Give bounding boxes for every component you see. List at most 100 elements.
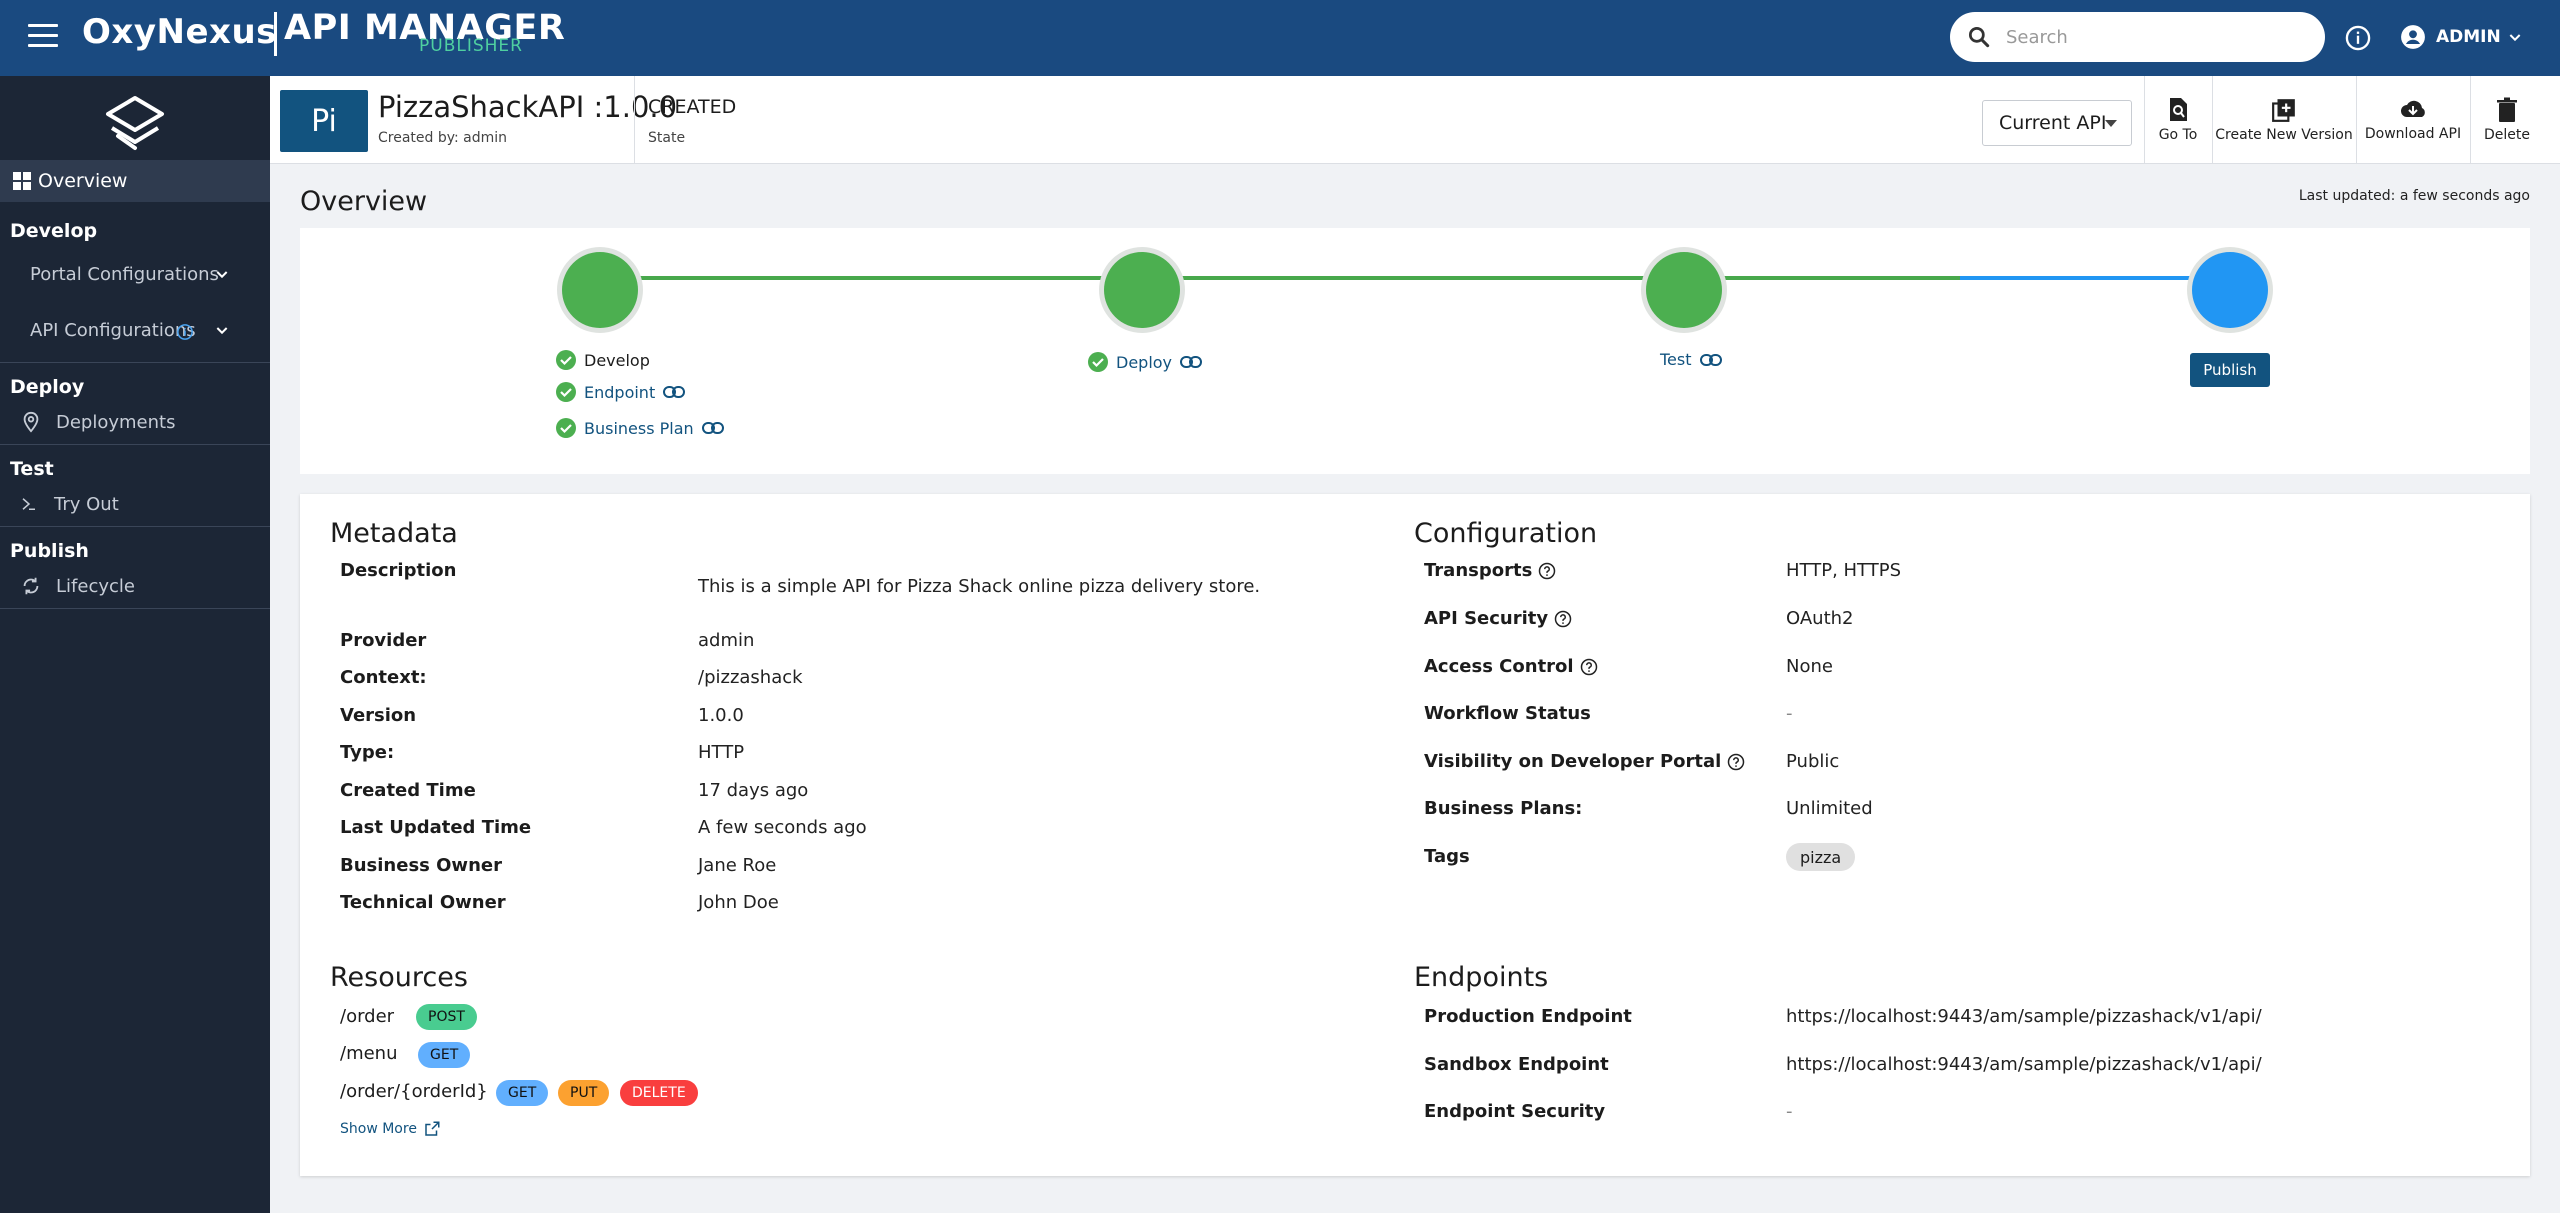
resource-path: /order/{orderId} (340, 1081, 488, 1102)
config-value: None (1786, 656, 1833, 677)
config-key: Workflow Status (1424, 703, 1591, 724)
configuration-title: Configuration (1414, 518, 1598, 549)
help-icon[interactable] (1727, 753, 1745, 771)
step-deploy[interactable]: Deploy (1088, 352, 1203, 372)
metadata-key: Technical Owner (340, 892, 506, 913)
metadata-key: Created Time (340, 780, 476, 801)
help-icon[interactable] (1554, 610, 1572, 628)
step-label: Develop (584, 350, 650, 370)
sidebar-divider (0, 608, 270, 609)
step-test[interactable]: Test (1660, 350, 1722, 369)
sidebar-divider (0, 444, 270, 445)
sidebar-item-try-out[interactable]: Try Out (0, 486, 270, 522)
create-new-version-button[interactable]: Create New Version (2214, 76, 2354, 164)
deploy-link[interactable]: Deploy (1116, 352, 1173, 372)
api-state-label: State (648, 130, 686, 146)
step-endpoint[interactable]: Endpoint (556, 382, 686, 402)
open-in-new-icon (425, 1121, 440, 1136)
top-app-bar: OxyNexus API MANAGER PUBLISHER ADMIN (0, 0, 2560, 76)
progress-connector (1960, 276, 2210, 280)
config-key-label: Transports (1424, 560, 1533, 581)
link-icon[interactable] (1699, 353, 1722, 367)
metadata-title: Metadata (330, 518, 458, 549)
endpoint-key: Endpoint Security (1424, 1101, 1606, 1122)
action-label: Download API (2364, 126, 2462, 142)
metadata-value: HTTP (698, 742, 745, 763)
show-more-link[interactable]: Show More (340, 1120, 441, 1138)
divider (2356, 76, 2357, 164)
endpoint-value: - (1786, 1101, 1793, 1122)
sync-icon (23, 577, 39, 595)
sidebar-item-label: API Configurations (30, 319, 196, 341)
search-icon (1968, 26, 1990, 48)
go-to-button[interactable]: Go To (2146, 76, 2210, 164)
search-input[interactable] (2006, 22, 2306, 52)
method-badge-get: GET (418, 1042, 471, 1068)
step-develop-label: Develop (556, 350, 650, 370)
metadata-key: Description (340, 560, 457, 581)
divider (2470, 76, 2471, 164)
info-icon (177, 324, 193, 340)
sidebar-divider (0, 362, 270, 363)
config-value: HTTP, HTTPS (1786, 560, 1901, 581)
sidebar: Overview Develop Portal Configurations A… (0, 76, 270, 1213)
method-badge-put: PUT (558, 1080, 610, 1106)
divider (634, 76, 635, 164)
logo-separator (274, 12, 277, 56)
metadata-value: /pizzashack (698, 667, 803, 688)
step-publish-indicator (2192, 252, 2268, 328)
api-created-by: Created by: admin (378, 130, 508, 146)
info-icon[interactable] (2344, 24, 2372, 52)
sidebar-item-label: Try Out (54, 493, 119, 515)
version-select[interactable]: Current API (1982, 100, 2132, 146)
lifecycle-progress-card: Develop Endpoint Business Plan Deploy Te… (300, 228, 2530, 474)
metadata-key: Type: (340, 742, 395, 763)
metadata-key: Last Updated Time (340, 817, 532, 838)
metadata-key: Provider (340, 630, 427, 651)
help-icon[interactable] (1538, 562, 1556, 580)
config-value: - (1786, 703, 1793, 724)
link-icon[interactable] (1180, 355, 1203, 369)
find-in-page-icon (2170, 98, 2187, 121)
api-details-card: Metadata Description This is a simple AP… (300, 494, 2530, 1176)
endpoint-key: Production Endpoint (1424, 1006, 1632, 1027)
method-badge-delete: DELETE (620, 1080, 698, 1106)
metadata-value: Jane Roe (698, 855, 777, 876)
step-test-indicator (1646, 252, 1722, 328)
sidebar-item-api-configurations[interactable]: API Configurations (0, 312, 270, 348)
endpoint-link[interactable]: Endpoint (584, 382, 656, 402)
test-link[interactable]: Test (1660, 350, 1692, 369)
config-key-label: API Security (1424, 608, 1549, 629)
sidebar-item-lifecycle[interactable]: Lifecycle (0, 568, 270, 604)
check-circle-icon (556, 418, 576, 438)
sidebar-item-portal-configurations[interactable]: Portal Configurations (0, 256, 270, 292)
tag-chip: pizza (1786, 843, 1856, 871)
action-label: Create New Version (2215, 127, 2353, 143)
sidebar-section-test: Test (10, 458, 54, 480)
check-circle-icon (1088, 352, 1108, 372)
brand-logo[interactable]: OxyNexus (82, 12, 277, 52)
step-develop-indicator (562, 252, 638, 328)
help-icon[interactable] (1580, 658, 1598, 676)
api-name: PizzaShackAPI :1.0.0 (378, 90, 678, 124)
user-menu-button[interactable]: ADMIN (2400, 20, 2523, 54)
endpoint-value: https://localhost:9443/am/sample/pizzash… (1786, 1006, 2262, 1027)
api-thumbnail: Pi (280, 90, 368, 152)
sidebar-item-deployments[interactable]: Deployments (0, 404, 270, 440)
business-plan-link[interactable]: Business Plan (584, 418, 694, 438)
caret-down-icon (2105, 120, 2117, 127)
link-icon[interactable] (701, 421, 724, 435)
download-api-button[interactable]: Download API (2358, 76, 2468, 164)
menu-icon[interactable] (28, 24, 58, 48)
account-circle-icon (2401, 25, 2425, 49)
sidebar-item-overview[interactable]: Overview (0, 160, 270, 202)
search-box[interactable] (1950, 12, 2325, 62)
link-icon[interactable] (663, 385, 686, 399)
resources-title: Resources (330, 962, 468, 993)
step-business-plan[interactable]: Business Plan (556, 418, 724, 438)
action-label: Delete (2484, 127, 2530, 143)
delete-button[interactable]: Delete (2472, 76, 2542, 164)
publish-button[interactable]: Publish (2190, 353, 2270, 387)
config-key-label: Access Control (1424, 656, 1574, 677)
user-name: ADMIN (2436, 27, 2501, 47)
